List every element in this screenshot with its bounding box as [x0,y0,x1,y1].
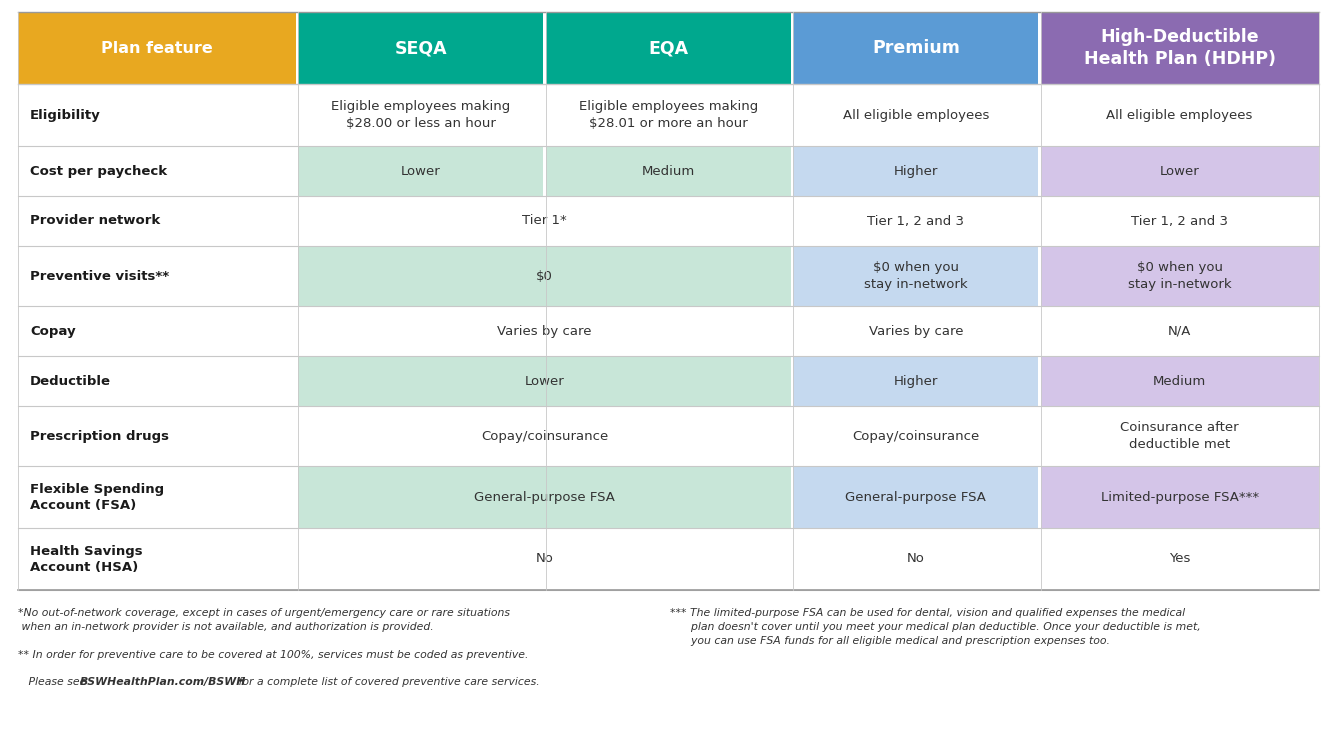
Text: Varies by care: Varies by care [497,324,592,337]
Text: Lower: Lower [400,164,441,177]
Text: No: No [907,553,925,566]
Bar [17,466,296,528]
Text: N/A: N/A [1168,324,1192,337]
Bar [17,84,296,146]
Text: Please see: Please see [17,677,90,687]
Bar [546,146,791,196]
Text: Cost per paycheck: Cost per paycheck [29,164,167,177]
Bar [1040,246,1319,306]
Text: Deductible: Deductible [29,375,111,388]
Text: Yes: Yes [1169,553,1190,566]
Bar [299,84,544,146]
Text: Limited-purpose FSA***: Limited-purpose FSA*** [1101,490,1259,503]
Text: Plan feature: Plan feature [100,41,213,56]
Text: Copay/coinsurance: Copay/coinsurance [852,430,979,442]
Text: SEQA: SEQA [395,39,447,57]
Bar [17,406,296,466]
Bar [546,12,791,84]
Bar [299,466,791,528]
Bar [1040,356,1319,406]
Bar [793,406,1038,466]
Bar [1040,196,1319,246]
Text: Copay: Copay [29,324,75,337]
Bar [17,246,296,306]
Text: Medium: Medium [1153,375,1206,388]
Bar [793,12,1038,84]
Text: Premium: Premium [872,39,960,57]
Text: All eligible employees: All eligible employees [1106,108,1253,122]
Text: ** In order for preventive care to be covered at 100%, services must be coded as: ** In order for preventive care to be co… [17,650,529,660]
Text: Health Savings
Account (HSA): Health Savings Account (HSA) [29,544,143,574]
Text: BSWHealthPlan.com/BSWH: BSWHealthPlan.com/BSWH [80,677,246,687]
Bar [1040,406,1319,466]
Text: Copay/coinsurance: Copay/coinsurance [481,430,608,442]
Bar [793,528,1038,590]
Text: Flexible Spending
Account (FSA): Flexible Spending Account (FSA) [29,482,165,511]
Bar [17,196,296,246]
Bar [1040,306,1319,356]
Bar [1040,146,1319,196]
Text: Eligible employees making
$28.01 or more an hour: Eligible employees making $28.01 or more… [578,100,758,130]
Bar [793,466,1038,528]
Text: Preventive visits**: Preventive visits** [29,270,169,282]
Text: $0 when you
stay in-network: $0 when you stay in-network [1127,261,1232,291]
Bar [17,146,296,196]
Text: High-Deductible
Health Plan (HDHP): High-Deductible Health Plan (HDHP) [1083,28,1276,68]
Bar [793,246,1038,306]
Text: *No out-of-network coverage, except in cases of urgent/emergency care or rare si: *No out-of-network coverage, except in c… [17,608,510,632]
Text: Eligibility: Eligibility [29,108,100,122]
Bar [299,528,791,590]
Text: Eligible employees making
$28.00 or less an hour: Eligible employees making $28.00 or less… [331,100,510,130]
Text: All eligible employees: All eligible employees [842,108,990,122]
Bar [299,12,544,84]
Text: $0 when you
stay in-network: $0 when you stay in-network [864,261,968,291]
Text: $0: $0 [536,270,553,282]
Text: Provider network: Provider network [29,215,161,228]
Text: Varies by care: Varies by care [869,324,963,337]
Text: Prescription drugs: Prescription drugs [29,430,169,442]
Bar [299,146,544,196]
Bar [546,84,791,146]
Bar [1040,528,1319,590]
Bar [299,356,791,406]
Text: Lower: Lower [525,375,564,388]
Text: Coinsurance after
deductible met: Coinsurance after deductible met [1121,421,1239,451]
Bar [17,356,296,406]
Text: General-purpose FSA: General-purpose FSA [845,490,987,503]
Text: General-purpose FSA: General-purpose FSA [474,490,615,503]
Bar [793,196,1038,246]
Bar [1040,84,1319,146]
Bar [17,528,296,590]
Bar [793,84,1038,146]
Bar [793,306,1038,356]
Text: EQA: EQA [648,39,688,57]
Bar [299,406,791,466]
Text: for a complete list of covered preventive care services.: for a complete list of covered preventiv… [236,677,540,687]
Bar [793,356,1038,406]
Text: Tier 1, 2 and 3: Tier 1, 2 and 3 [1131,215,1228,228]
Bar [1040,12,1319,84]
Text: Higher: Higher [893,375,939,388]
Text: Lower: Lower [1160,164,1200,177]
Text: No: No [536,553,553,566]
Bar [299,246,791,306]
Bar [17,12,296,84]
Text: Medium: Medium [641,164,695,177]
Bar [1040,466,1319,528]
Bar [793,146,1038,196]
Bar [299,196,791,246]
Text: Tier 1, 2 and 3: Tier 1, 2 and 3 [868,215,964,228]
Text: Tier 1*: Tier 1* [522,215,566,228]
Bar [17,306,296,356]
Text: *** The limited-purpose FSA can be used for dental, vision and qualified expense: *** The limited-purpose FSA can be used … [670,608,1200,646]
Text: Higher: Higher [893,164,939,177]
Bar [299,306,791,356]
